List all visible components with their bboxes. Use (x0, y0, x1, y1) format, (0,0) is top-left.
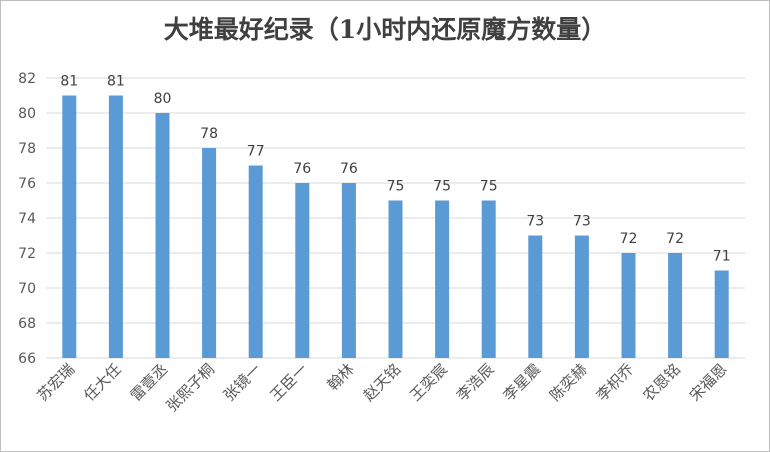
bar (621, 253, 636, 358)
bar (62, 95, 77, 358)
y-tick-label: 68 (18, 316, 36, 332)
data-label: 75 (480, 179, 498, 195)
category-label: 宋福恩 (686, 360, 731, 405)
bar (668, 253, 683, 358)
bar (108, 95, 123, 358)
data-label: 81 (107, 74, 125, 90)
y-tick-label: 66 (18, 351, 36, 367)
data-label: 75 (387, 179, 405, 195)
data-label: 81 (60, 74, 78, 90)
x-axis-categories: 苏宏瑞 任大任 雷壹丞张熙子桐 张镜一 王臣一 翰林 赵天铭 王奕宸 李浩辰 李星震 陈奕赫 李枳乔农… (34, 360, 731, 415)
bar (248, 165, 263, 358)
bar (574, 235, 589, 358)
category-label: 王臣一 (267, 360, 312, 405)
category-label: 王奕宸 (406, 360, 451, 405)
category-label: 陈奕赫 (546, 360, 591, 405)
category-label: 翰林 (324, 360, 358, 394)
data-label: 73 (573, 214, 591, 230)
bars (62, 95, 729, 358)
bar (435, 200, 450, 358)
y-tick-label: 82 (18, 71, 36, 87)
category-label: 李浩辰 (453, 360, 498, 405)
category-label: 张镜一 (220, 360, 265, 405)
data-label: 72 (666, 231, 684, 247)
category-label: 雷壹丞 (127, 360, 172, 405)
bar (295, 183, 310, 358)
category-label: 李星震 (500, 360, 545, 405)
category-label: 任大任 (80, 360, 125, 405)
category-label: 赵天铭 (360, 360, 405, 405)
data-label: 78 (200, 126, 218, 142)
data-label: 80 (154, 91, 172, 107)
bar (388, 200, 403, 358)
bar (714, 270, 729, 358)
y-tick-label: 78 (18, 141, 36, 157)
data-label: 76 (340, 161, 358, 177)
y-tick-label: 70 (18, 281, 36, 297)
data-label: 71 (713, 249, 731, 265)
y-tick-label: 72 (18, 246, 36, 262)
category-label: 张熙子桐 (163, 360, 218, 415)
data-label: 75 (433, 179, 451, 195)
y-tick-label: 76 (18, 176, 36, 192)
chart-title: 大堆最好纪录（1小时内还原魔方数量） (163, 15, 607, 44)
category-label: 李枳乔 (593, 360, 638, 405)
bar (341, 183, 356, 358)
data-labels: 81 81 80 78 77 76 76 75 75 75 73 73 72 72 71 (60, 74, 730, 265)
bar (202, 148, 217, 358)
y-tick-label: 80 (18, 106, 36, 122)
category-label: 苏宏瑞 (34, 360, 79, 405)
y-axis-ticks: 66 68 70 72 74 76 78 80 82 (18, 71, 36, 367)
data-label: 72 (620, 231, 638, 247)
bar (528, 235, 543, 358)
data-label: 76 (293, 161, 311, 177)
bar (155, 113, 170, 358)
data-label: 77 (247, 144, 265, 160)
bar (481, 200, 496, 358)
category-label: 农恩铭 (639, 360, 684, 405)
data-label: 73 (526, 214, 544, 230)
y-tick-label: 74 (18, 211, 36, 227)
